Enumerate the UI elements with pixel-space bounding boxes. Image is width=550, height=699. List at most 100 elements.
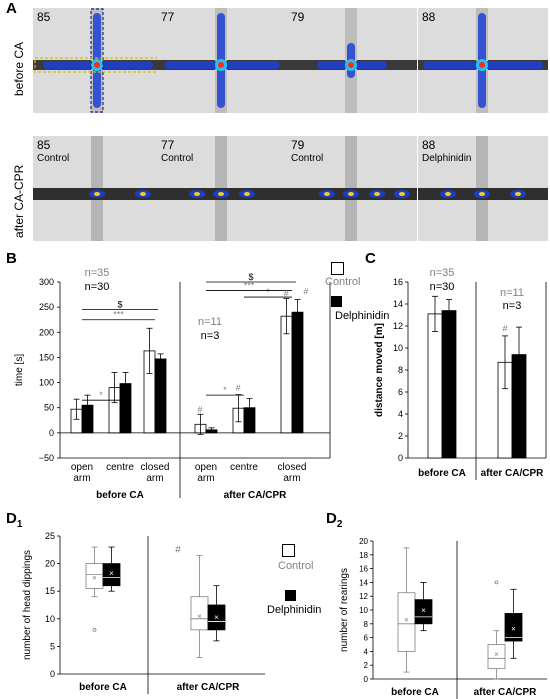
y-axis-label: number of rearings (339, 568, 350, 652)
open-arm-outline (90, 8, 104, 113)
tile-number: 79 (291, 10, 305, 24)
group-label: before CA (96, 490, 144, 498)
y-tick-label: 6 (398, 387, 403, 397)
y-tick-label: 150 (39, 352, 54, 362)
maze-heatmap (33, 136, 163, 241)
panel-label-c: C (365, 250, 376, 267)
tile-number: 88 (422, 138, 436, 152)
hash-mark: # (283, 289, 288, 299)
category-label: open (195, 462, 217, 473)
y-axis-label: time [s] (14, 354, 25, 386)
y-tick-label: 16 (359, 565, 368, 574)
n-label: n=3 (503, 300, 522, 312)
category-label: after CA/CPR (481, 468, 545, 479)
box-delphinidin (207, 604, 226, 631)
significance-label: * (266, 287, 270, 297)
y-tick-label: 15 (45, 586, 55, 596)
tile-condition: Delphinidin (422, 153, 472, 164)
y-tick-label: 10 (359, 606, 368, 615)
y-tick-label: 12 (359, 592, 368, 601)
heat-spot-core (374, 192, 380, 196)
heat-hotspot (479, 62, 485, 68)
heat-spot-core (140, 192, 146, 196)
heat-hotspot (218, 62, 224, 68)
tile-condition: Control (161, 153, 194, 164)
significance-label: * (99, 390, 103, 400)
legend-control-swatch (331, 262, 344, 275)
tile-condition: Control (37, 153, 70, 164)
n-label: n=35 (430, 267, 455, 279)
tile-number: 85 (37, 138, 51, 152)
y-tick-label: 4 (398, 409, 403, 419)
heat-hotspot (348, 62, 354, 68)
legend-d-delph: Delphinidin (265, 590, 335, 620)
legend-d-delph-swatch (285, 590, 296, 601)
hash-mark: # (175, 545, 181, 556)
legend-d: Control (268, 544, 338, 584)
y-tick-label: 250 (39, 302, 54, 312)
heat-spot-core (94, 192, 100, 196)
category-label: closed (278, 462, 307, 473)
mean-marker: × (197, 612, 202, 621)
y-tick-label: 20 (45, 559, 55, 569)
category-label: before CA (391, 687, 439, 698)
n-label: n=35 (85, 267, 110, 279)
maze-tile-bottom-2: 79 Control (287, 136, 417, 241)
mean-marker: × (404, 616, 409, 625)
hash-mark: # (197, 405, 202, 415)
y-tick-label: 18 (359, 551, 368, 560)
box-delphinidin (504, 613, 523, 642)
n-label: n=30 (430, 281, 455, 293)
n-label: n=30 (85, 281, 110, 293)
chart-d1-head-dippings: 25 20 15 10 5 0 number of head dippings × × befor… (22, 531, 265, 694)
heat-spot-core (479, 192, 485, 196)
maze-tile-top-1: 77 (157, 8, 287, 113)
y-tick-label: 5 (50, 641, 55, 651)
hash-mark: # (303, 287, 308, 297)
y-axis-label: distance moved [m] (374, 323, 385, 417)
y-tick-label: 0 (49, 428, 54, 438)
panel-label-b: B (6, 250, 17, 267)
y-tick-label: 12 (393, 321, 403, 331)
panel-d1-sub: 1 (16, 519, 23, 530)
heat-spot-core (324, 192, 330, 196)
category-label: before CA (418, 468, 466, 479)
tile-number: 77 (161, 138, 175, 152)
panel-label-a: A (6, 0, 17, 17)
y-tick-label: 200 (39, 327, 54, 337)
tile-number: 88 (422, 10, 436, 24)
y-tick-label: 100 (39, 378, 54, 388)
panel-d1-letter: D (6, 510, 17, 527)
y-tick-label: 2 (364, 661, 369, 670)
box-delphinidin (414, 599, 433, 625)
maze-heatmap (157, 136, 287, 241)
legend-b-delph: Delphinidin (325, 296, 389, 326)
significance-label: $ (117, 300, 122, 310)
y-tick-label: 10 (393, 343, 403, 353)
legend-delph-swatch (331, 296, 342, 307)
hash-mark: # (235, 383, 240, 393)
panel-d2-sub: 2 (336, 519, 343, 530)
y-tick-label: 0 (50, 669, 55, 679)
panel-label-d1: D1 (6, 510, 22, 530)
y-tick-label: 25 (45, 531, 55, 541)
category-label: before CA (79, 682, 127, 693)
n-label: n=11 (198, 316, 222, 328)
y-tick-label: 10 (45, 614, 55, 624)
significance-label: *** (113, 310, 124, 320)
mean-marker: × (109, 569, 114, 578)
maze-heatmap (418, 8, 548, 113)
category-label: arm (283, 473, 300, 484)
y-tick-label: 4 (364, 647, 369, 656)
y-tick-label: 20 (359, 537, 368, 546)
maze-tile-top-2: 79 (287, 8, 417, 113)
y-tick-label: 8 (398, 365, 403, 375)
tile-number: 77 (161, 10, 175, 24)
category-label: centre (230, 462, 258, 473)
bar-delphinidin (154, 358, 167, 434)
mean-marker: × (92, 573, 97, 582)
legend-b: Control (325, 258, 385, 298)
maze-tile-top-0: 85 (33, 8, 163, 113)
y-tick-label: 14 (393, 299, 403, 309)
